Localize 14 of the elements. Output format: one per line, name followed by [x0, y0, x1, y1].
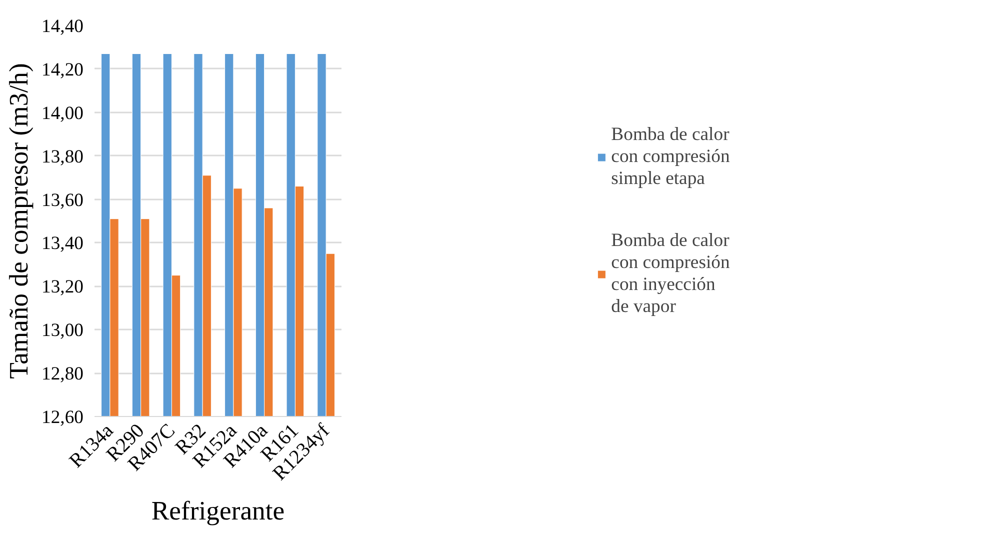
y-tick-label: 14,20: [42, 59, 84, 80]
y-tick-label: 14,00: [42, 102, 84, 124]
y-axis-title: Tamaño de compresor (m3/h): [4, 63, 34, 379]
y-tick-label: 13,60: [42, 190, 84, 211]
y-tick-label: 13,00: [42, 320, 84, 342]
legend-label: Bomba de calor con compresión simple etapa: [611, 124, 730, 190]
y-tick-label: 13,20: [42, 276, 84, 298]
legend-label: Bomba de calor con compresión con inyección de vapor: [611, 230, 730, 318]
y-tick-label: 12,60: [42, 407, 84, 428]
y-tick-label: 14,40: [42, 16, 84, 37]
x-axis-title: Refrigerante: [151, 496, 285, 526]
y-tick-label: 13,80: [42, 146, 84, 168]
y-tick-label: 12,80: [42, 364, 84, 385]
y-tick-label: 13,40: [42, 233, 84, 254]
